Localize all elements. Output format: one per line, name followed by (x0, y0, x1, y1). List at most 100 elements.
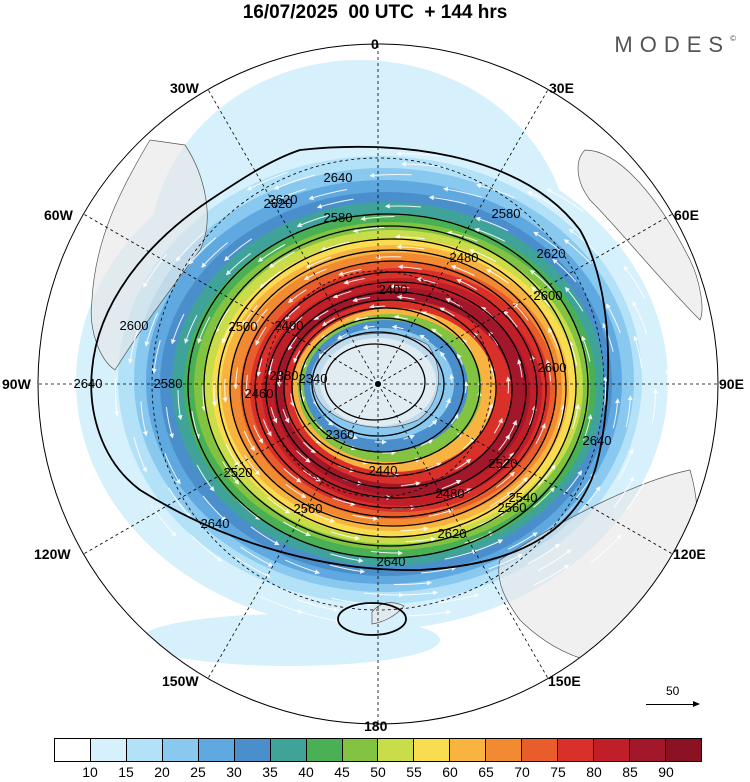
contour-label-text: 2620 (537, 246, 566, 261)
contour-label: 2360 (326, 427, 355, 442)
meridian-line (83, 213, 379, 385)
streamline-arrow (563, 239, 592, 265)
streamline-arrow (177, 389, 183, 421)
colorbar (54, 738, 702, 762)
streamline-arrow (215, 308, 230, 333)
contour-label: 2480 (436, 486, 465, 501)
streamline-arrow (212, 381, 217, 407)
contour-label: 2620 (269, 192, 298, 207)
streamline-arrow (393, 314, 408, 320)
meridian-line (377, 383, 673, 555)
streamline-arrow (507, 419, 518, 438)
streamline-arrow (546, 188, 584, 212)
streamline-arrow (267, 358, 274, 376)
contour-label-text: 2600 (120, 318, 149, 333)
contour-label: 2460 (245, 386, 274, 401)
streamline-arrow (462, 338, 472, 351)
streamline-arrow (486, 403, 494, 419)
streamline-arrow (309, 511, 336, 523)
colorbar-swatch (306, 739, 343, 761)
streamline-arrow (165, 406, 174, 439)
streamline-arrow (309, 433, 322, 444)
contour-label-text: 2600 (534, 288, 563, 303)
streamline-arrow (257, 244, 286, 263)
contour-label: 2580 (324, 210, 353, 225)
streamline-arrow (578, 485, 601, 513)
streamline-arrow (296, 599, 339, 613)
graticule (38, 44, 718, 724)
colorbar-tick-label: 80 (586, 764, 602, 780)
contour-label: 2620 (537, 246, 566, 261)
streamline-arrow (397, 264, 422, 270)
streamline-arrow (267, 188, 306, 205)
contour-label-text: 2580 (492, 206, 521, 221)
streamline-arrow (463, 381, 469, 393)
streamline-arrow (583, 414, 593, 441)
contour-label-text: 2560 (294, 501, 323, 516)
colorbar-swatch (630, 739, 666, 761)
contour-line-0 (187, 213, 589, 559)
contour-label: 2600 (538, 360, 567, 375)
streamline-arrow (289, 316, 303, 331)
streamline-arrow (282, 408, 290, 424)
streamline-arrow (267, 496, 291, 514)
contour-label-text: 2620 (264, 196, 293, 211)
streamline-arrow (572, 403, 580, 430)
streamline-arrow (303, 268, 327, 280)
streamline-arrow (529, 405, 537, 426)
streamline-arrow (532, 564, 570, 587)
streamline-arrow (428, 195, 467, 205)
contour-label-text: 2640 (377, 554, 406, 569)
contour-label: 2640 (377, 554, 406, 569)
streamline-arrow (276, 371, 282, 388)
streamline-arrow (285, 559, 321, 575)
streamline-arrow (529, 269, 553, 290)
streamline-arrow (533, 231, 563, 253)
streamline-arrow (318, 349, 326, 359)
streamline-arrow (400, 526, 429, 532)
contour-label: 2580 (154, 376, 183, 391)
streamline-arrow (253, 308, 268, 328)
streamline-arrow (438, 593, 480, 604)
colorbar-tick-label: 70 (514, 764, 530, 780)
streamline-arrow (255, 326, 267, 346)
streamline-arrow (305, 256, 332, 268)
streamline-arrow (175, 232, 205, 262)
streamline-arrow (507, 532, 538, 550)
streamline-arrow (225, 443, 240, 467)
streamline-arrow (313, 310, 329, 321)
polar-wind-map: 2640 2620 2580 2480 2600 2620 2600 2640 2400 2400… (37, 43, 719, 725)
streamline-arrow (623, 265, 646, 299)
streamline-arrow (394, 234, 425, 240)
streamline-arrow (382, 450, 397, 456)
colorbar-swatch (378, 739, 415, 761)
brand-logo: MODES© (614, 32, 736, 58)
streamline-arrow (443, 186, 482, 198)
colorbar-tick-label: 15 (118, 764, 134, 780)
streamline-arrow (330, 531, 360, 541)
wind-reference-value: 50 (666, 684, 680, 698)
streamline-arrow (445, 397, 451, 408)
streamline-arrow (420, 439, 434, 447)
contour-label: 2520 (489, 456, 518, 471)
streamline-arrow (457, 353, 463, 365)
streamline-arrow (268, 251, 295, 268)
contour-label: 2560 (498, 500, 527, 515)
streamline-arrow (197, 316, 211, 344)
streamline-arrow (431, 328, 443, 337)
streamline-arrow (221, 319, 235, 344)
contour-label-text: 2560 (498, 500, 527, 515)
meridian-line (377, 213, 673, 385)
streamline-arrow (114, 377, 120, 417)
streamline-arrow (144, 312, 159, 347)
streamline-arrow (244, 374, 250, 396)
meridian-line (377, 383, 549, 679)
wind-reference-vector: 50 (640, 684, 710, 714)
streamline-arrow (369, 304, 386, 310)
streamline-arrow (407, 609, 452, 617)
geopotential-contours (90, 145, 610, 636)
streamline-arrow (625, 395, 633, 428)
contour-label-text: 2620 (269, 192, 298, 207)
streamline-arrow (517, 359, 523, 378)
streamline-arrow (369, 172, 412, 178)
